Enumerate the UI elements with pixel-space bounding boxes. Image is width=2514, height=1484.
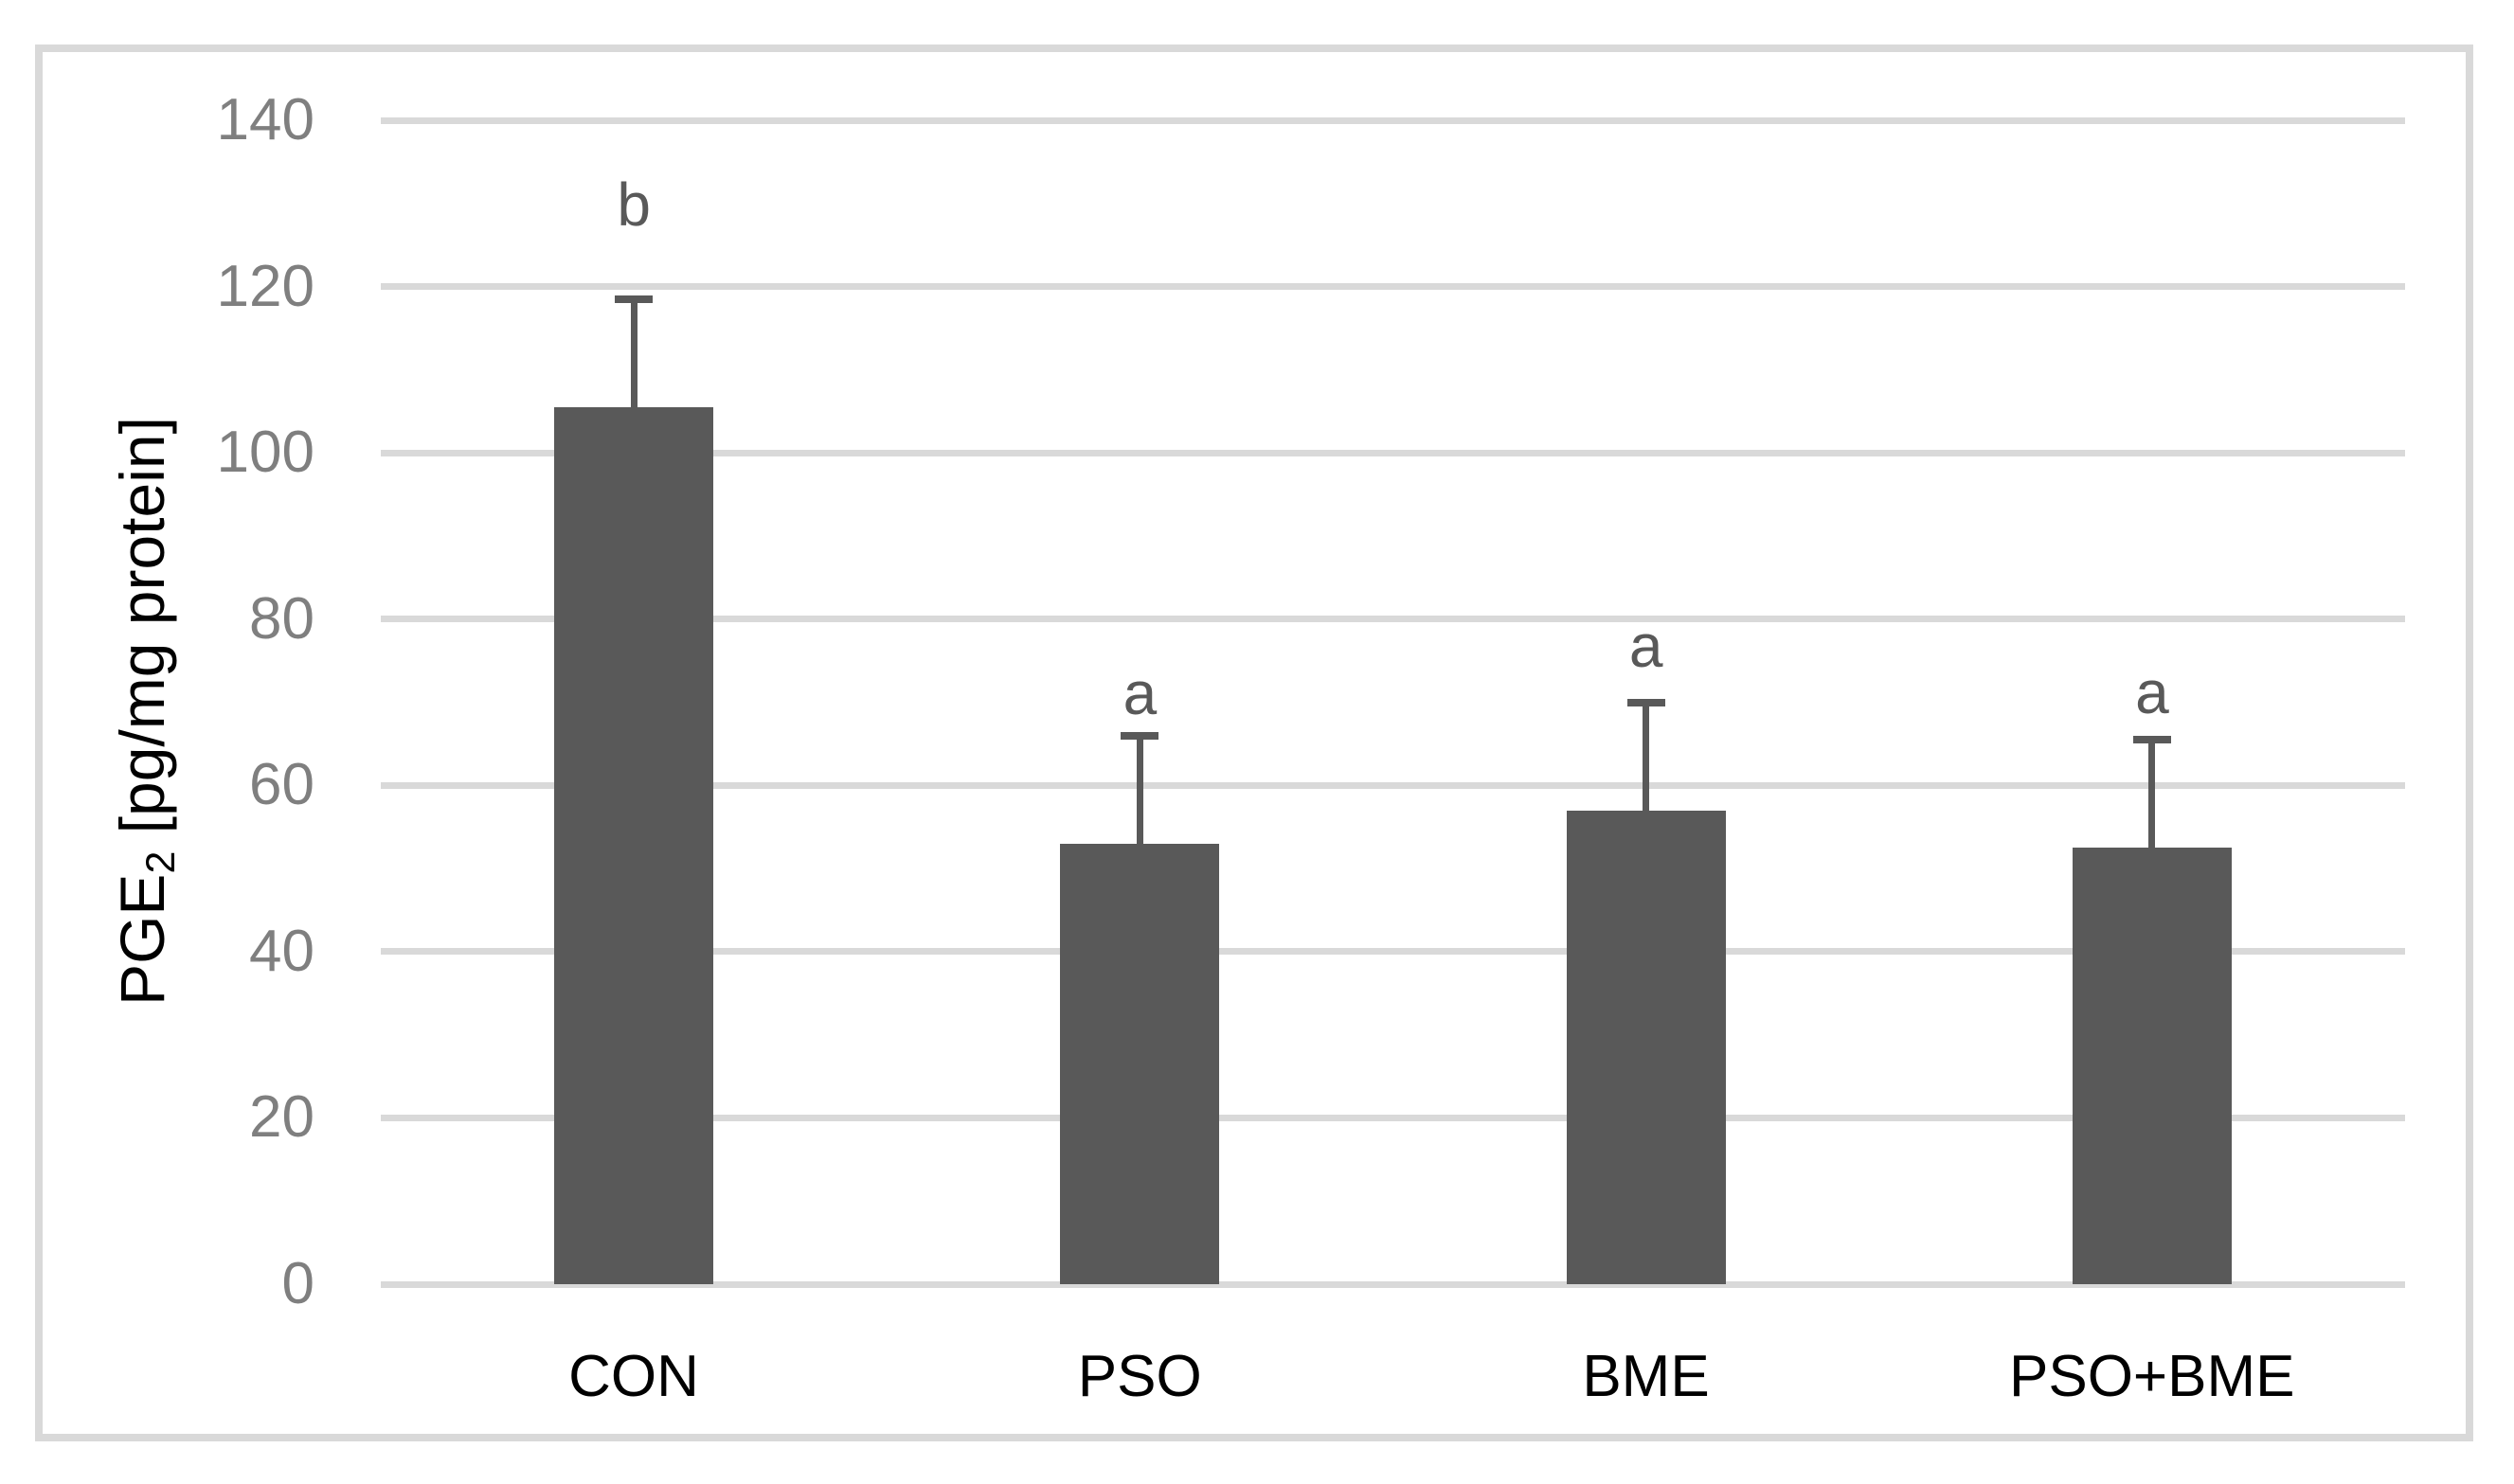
error-bar-cap-con: [615, 295, 654, 303]
gridline-y-80: [381, 616, 2405, 623]
y-axis-tick-label-60: 60: [249, 752, 314, 818]
y-axis-tick-label-0: 0: [281, 1251, 314, 1316]
error-bar-line-pso-bme: [2148, 740, 2156, 849]
significance-letter-pso-bme: a: [2135, 658, 2169, 726]
x-axis-category-label-con: CON: [568, 1344, 699, 1409]
gridline-y-20: [381, 1114, 2405, 1121]
y-axis-tick-label-100: 100: [216, 420, 314, 486]
gridline-y-0: [381, 1280, 2405, 1288]
error-bar-cap-pso: [1121, 731, 1159, 740]
error-bar-line-con: [630, 298, 637, 407]
y-axis-tick-label-20: 20: [249, 1084, 314, 1151]
y-axis-tick-label-120: 120: [216, 253, 314, 319]
y-axis-tick-label-80: 80: [249, 585, 314, 652]
x-axis-category-label-pso-bme: PSO+BME: [2009, 1344, 2295, 1409]
y-axis-tick-label-140: 140: [216, 87, 314, 152]
gridline-y-140: [381, 116, 2405, 124]
significance-letter-con: b: [617, 170, 651, 239]
error-bar-cap-bme: [1626, 698, 1665, 706]
x-axis-category-label-bme: BME: [1582, 1344, 1710, 1409]
error-bar-cap-pso-bme: [2132, 736, 2171, 743]
y-axis-tick-label-40: 40: [249, 918, 314, 984]
bar-con: [554, 406, 714, 1284]
error-bar-line-pso: [1136, 735, 1143, 844]
chart-outer-frame: [35, 45, 2473, 1441]
bar-bme: [1566, 810, 1726, 1284]
bar-pso: [1060, 843, 1220, 1284]
gridline-y-40: [381, 948, 2405, 956]
significance-letter-pso: a: [1122, 658, 1158, 727]
gridline-y-100: [381, 449, 2405, 456]
error-bar-line-bme: [1643, 702, 1650, 811]
y-axis-title-subscript: 2: [137, 850, 184, 874]
gridline-y-60: [381, 781, 2405, 789]
bar-pso-bme: [2072, 848, 2232, 1284]
gridline-y-120: [381, 283, 2405, 291]
significance-letter-bme: a: [1628, 611, 1663, 680]
x-axis-category-label-pso: PSO: [1077, 1344, 1202, 1409]
